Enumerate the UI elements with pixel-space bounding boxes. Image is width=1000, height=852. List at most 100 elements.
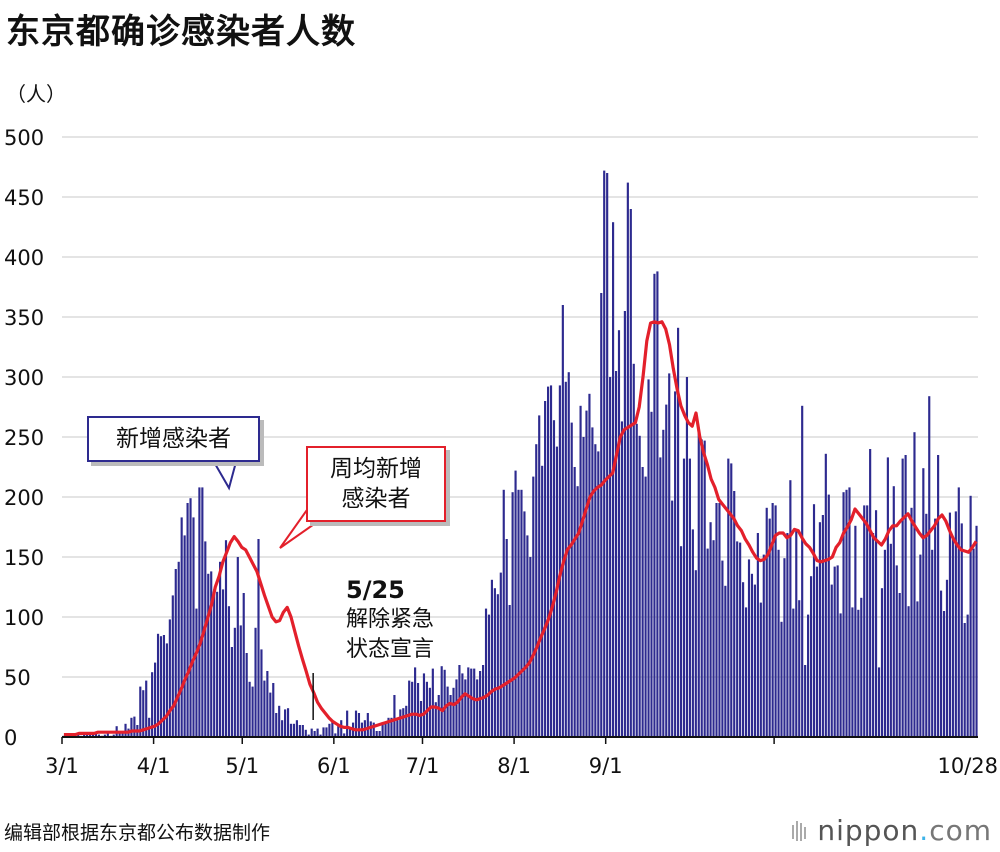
bar (174, 569, 177, 737)
bar (526, 535, 529, 737)
bar (830, 584, 833, 737)
bar (922, 468, 925, 737)
bar (594, 444, 597, 737)
bar (612, 222, 615, 737)
annotation-text-line1: 解除紧急 (346, 607, 435, 632)
weekly-average-line (63, 320, 978, 737)
bar (514, 470, 517, 737)
bar (387, 717, 390, 737)
bar (464, 679, 467, 737)
bar (372, 722, 375, 737)
bar (883, 549, 886, 737)
bar (874, 510, 878, 737)
bar (186, 503, 189, 737)
bar (824, 453, 827, 737)
bar (354, 710, 358, 737)
brand-logo: nippon.com (791, 814, 992, 847)
bar (94, 733, 98, 737)
bar (233, 627, 236, 737)
bar (644, 476, 647, 737)
bar (405, 705, 408, 737)
bar (848, 487, 851, 737)
bar (691, 529, 694, 737)
bar (322, 727, 325, 737)
bar (284, 709, 287, 737)
bar (452, 687, 455, 737)
bar (919, 554, 922, 737)
bar (103, 734, 106, 737)
x-tick-label: 6/1 (317, 754, 351, 778)
bar (213, 589, 216, 737)
bar (538, 415, 541, 737)
bar (106, 733, 109, 737)
bar (721, 560, 724, 737)
bar (576, 486, 579, 737)
bar (292, 723, 296, 737)
bar (529, 557, 532, 737)
callout-new-pointer (212, 461, 238, 491)
bar (227, 606, 231, 737)
bar (198, 487, 201, 737)
bar (242, 593, 245, 737)
bar (872, 533, 875, 737)
bar (747, 559, 751, 737)
bar (860, 597, 863, 737)
y-tick-label: 450 (4, 186, 44, 210)
bar (960, 523, 963, 737)
bar (159, 636, 163, 737)
bar (520, 489, 523, 737)
bar (349, 728, 352, 737)
y-tick-label: 150 (4, 546, 44, 570)
bar (511, 492, 514, 737)
bar (579, 405, 582, 737)
bar (118, 731, 121, 737)
bar (789, 480, 792, 737)
bar (331, 720, 334, 737)
bar (877, 667, 881, 737)
bar (428, 687, 431, 737)
source-note: 编辑部根据东京都公布数据制作 (4, 822, 271, 844)
brand-name: nippon (817, 814, 920, 847)
bar (617, 330, 621, 737)
y-tick-label: 500 (4, 126, 44, 150)
bar (535, 444, 538, 737)
bar (836, 565, 839, 737)
bar (647, 379, 650, 737)
bar (541, 465, 544, 737)
bar (821, 515, 824, 737)
y-tick-label: 400 (4, 246, 44, 270)
bar (381, 722, 384, 737)
bar (257, 539, 260, 737)
bar (753, 584, 756, 737)
bar (901, 458, 904, 737)
bar (641, 467, 644, 737)
bar (614, 371, 618, 737)
bar (833, 566, 836, 737)
bar (154, 662, 157, 737)
bar (546, 386, 550, 737)
bar (588, 393, 591, 737)
bar (177, 561, 180, 737)
bar (561, 305, 564, 737)
bar (156, 633, 160, 737)
bar (916, 601, 919, 737)
annotation-emergency-lifted: 5/25 解除紧急 状态宣言 (346, 575, 434, 665)
bar (340, 720, 343, 737)
bar (910, 507, 913, 737)
bar (183, 535, 186, 737)
bar (245, 653, 248, 737)
bar (653, 273, 656, 737)
callout-new-cases-text: 新增感染者 (116, 426, 231, 452)
bar (674, 391, 677, 737)
bar (393, 695, 396, 737)
bar (493, 588, 496, 737)
callout-weekly-average: 周均新增 感染者 (306, 446, 446, 522)
bar (416, 683, 420, 737)
bar (744, 607, 748, 737)
bar (289, 723, 293, 737)
bar (133, 716, 136, 737)
bar (112, 734, 115, 737)
bar (396, 720, 399, 737)
bar (567, 372, 570, 737)
bar (724, 585, 727, 737)
